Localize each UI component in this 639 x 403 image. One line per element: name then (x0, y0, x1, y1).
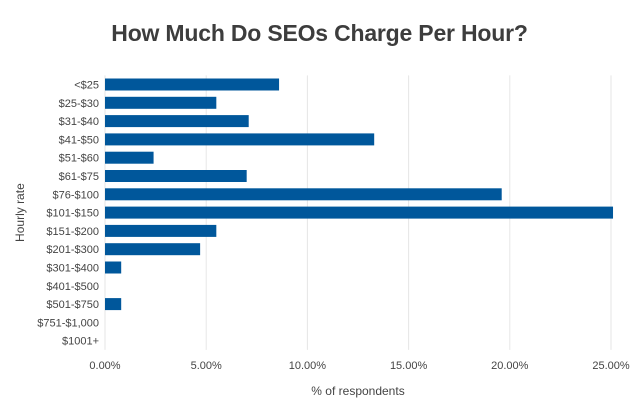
y-tick-label: $201-$300 (46, 244, 99, 256)
bar (105, 206, 614, 219)
x-tick-label: 0.00% (89, 360, 120, 372)
bar (105, 170, 247, 182)
chart-title: How Much Do SEOs Charge Per Hour? (111, 20, 528, 46)
y-tick-labels: <$25 $25-$30 $31-$40 $41-$50 $51-$60 $61-$75 $… (37, 80, 99, 348)
bar (105, 243, 201, 256)
y-tick-label: $31-$40 (59, 116, 99, 128)
bar (105, 115, 249, 128)
x-tick-label: 20.00% (491, 360, 529, 372)
x-axis-title: % of respondents (311, 384, 404, 398)
bar (105, 96, 217, 109)
y-tick-label: $751-$1,000 (37, 317, 99, 329)
y-tick-label: $151-$200 (46, 226, 99, 238)
bars (105, 78, 614, 311)
bar (105, 133, 375, 146)
y-tick-label: $101-$150 (46, 208, 99, 220)
y-tick-label: $1001+ (62, 336, 99, 348)
y-tick-label: $501-$750 (46, 299, 99, 311)
y-tick-label: $301-$400 (46, 263, 99, 275)
y-tick-label: $51-$60 (59, 153, 99, 165)
x-tick-label: 15.00% (390, 360, 428, 372)
x-tick-labels: 0.00% 5.00% 10.00% 15.00% 20.00% 25.00% (89, 360, 629, 372)
bar (105, 151, 154, 164)
bar (105, 298, 122, 311)
x-tick-label: 5.00% (191, 360, 222, 372)
bar (105, 261, 122, 274)
x-tick-label: 25.00% (592, 360, 630, 372)
y-tick-label: $401-$500 (46, 281, 99, 293)
y-tick-label: $61-$75 (59, 171, 99, 183)
y-tick-label: $76-$100 (53, 189, 100, 201)
bar (105, 224, 217, 237)
y-tick-label: $41-$50 (59, 134, 99, 146)
x-tick-label: 10.00% (289, 360, 327, 372)
bar (105, 188, 502, 201)
y-tick-label: <$25 (74, 80, 99, 92)
bar (105, 78, 280, 91)
y-tick-label: $25-$30 (59, 98, 99, 110)
y-axis-title: Hourly rate (13, 183, 27, 242)
